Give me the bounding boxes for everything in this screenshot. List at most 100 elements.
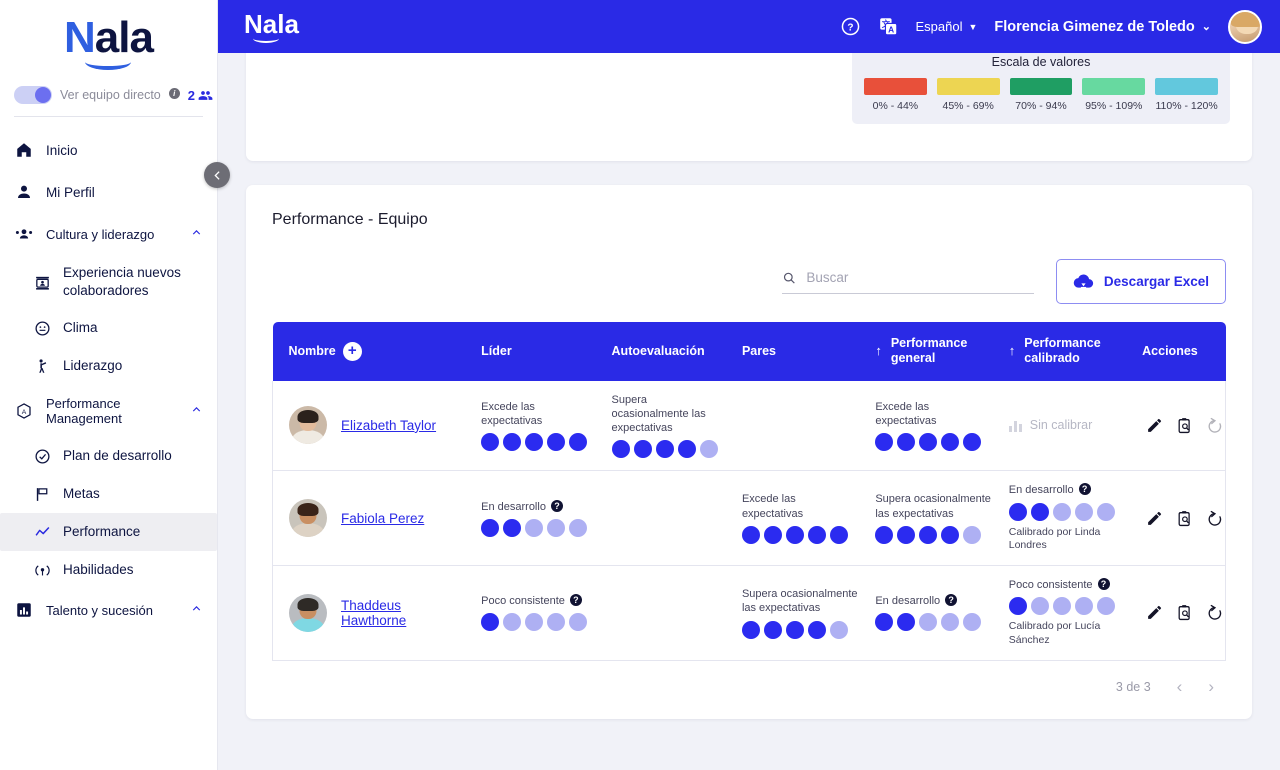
- cell-performance-general: En desarrollo ?: [867, 565, 1000, 660]
- sidebar-group-cultura-y-liderazgo[interactable]: Cultura y liderazgo: [0, 213, 217, 255]
- undo-icon[interactable]: [1206, 510, 1223, 527]
- review-clipboard-icon[interactable]: [1176, 417, 1193, 434]
- language-selector[interactable]: Español ▼: [916, 19, 978, 34]
- help-icon[interactable]: ?: [569, 594, 582, 607]
- chevron-up-icon[interactable]: [190, 226, 203, 242]
- sidebar-group-talento-y-sucesion[interactable]: Talento y sucesión: [0, 589, 217, 631]
- sort-asc-icon[interactable]: ↑: [875, 343, 882, 359]
- sidebar-group-performance-management[interactable]: A Performance Management: [0, 385, 217, 437]
- sidebar-item-plan-de-desarrollo[interactable]: Plan de desarrollo: [0, 437, 217, 475]
- chevron-down-icon: ⌄: [1201, 21, 1211, 33]
- rating-label: Supera ocasionalmente las expectativas: [741, 587, 858, 615]
- search-input[interactable]: [806, 270, 1034, 285]
- review-clipboard-icon[interactable]: [1176, 510, 1193, 527]
- chevron-up-icon[interactable]: [190, 403, 203, 419]
- column-label: Autoevaluación: [611, 343, 705, 358]
- cell-acciones: [1134, 380, 1226, 472]
- search-box: [781, 270, 1034, 294]
- rating-dots: [1008, 597, 1126, 616]
- scale-item: 70% - 94%: [1009, 78, 1073, 112]
- flag-icon: [32, 484, 52, 504]
- group-culture-icon: [14, 224, 34, 244]
- user-menu[interactable]: Florencia Gimenez de Toledo ⌄: [994, 19, 1211, 35]
- column-header-performance-general[interactable]: ↑ Performance general: [867, 322, 1001, 381]
- sidebar-item-label: Mi Perfil: [46, 184, 95, 200]
- user-name-label: Florencia Gimenez de Toledo: [994, 18, 1195, 35]
- avatar[interactable]: [1228, 9, 1262, 44]
- employee-name-link[interactable]: Fabiola Perez: [341, 510, 425, 526]
- undo-icon[interactable]: [1206, 604, 1223, 621]
- pagination-next-button[interactable]: ›: [1208, 676, 1214, 696]
- help-icon[interactable]: ?: [1097, 577, 1110, 590]
- column-header-autoevaluacion[interactable]: Autoevaluación: [603, 322, 734, 381]
- rating-label: En desarrollo: [1008, 484, 1074, 497]
- edit-icon[interactable]: [1146, 604, 1163, 621]
- pagination-prev-button[interactable]: ‹: [1176, 676, 1183, 696]
- undo-icon[interactable]: [1206, 417, 1223, 434]
- column-label: Líder: [481, 343, 512, 358]
- cell-nombre: Elizabeth Taylor: [272, 380, 474, 472]
- page-title: Performance - Equipo: [272, 211, 428, 228]
- topbar-logo[interactable]: Nala: [244, 11, 299, 43]
- column-header-pares[interactable]: Pares: [733, 322, 868, 381]
- column-label: Performance calibrado: [1024, 336, 1101, 366]
- help-circle-icon[interactable]: ?: [840, 16, 861, 37]
- avatar: [289, 406, 327, 445]
- employee-name-link[interactable]: Thaddeus Hawthorne: [341, 597, 407, 628]
- column-label: Nombre: [288, 343, 336, 358]
- direct-team-switch[interactable]: [14, 86, 52, 104]
- review-clipboard-icon[interactable]: [1176, 604, 1193, 621]
- help-icon[interactable]: ?: [1078, 483, 1091, 496]
- sidebar-item-performance[interactable]: Performance: [0, 513, 217, 552]
- calibrated-by-label: Calibrado por Lucía Sánchez: [1008, 620, 1101, 646]
- sidebar-item-label: Experiencia nuevos colaboradores: [63, 265, 181, 299]
- top-header-bar: Nala ? 文A Español ▼ Florencia Gimenez de…: [218, 0, 1280, 53]
- employee-name-link[interactable]: Elizabeth Taylor: [341, 417, 437, 433]
- svg-text:?: ?: [847, 22, 853, 33]
- sidebar-item-inicio[interactable]: Inicio: [0, 129, 217, 171]
- sidebar-group-label: Talento y sucesión: [46, 602, 153, 618]
- pagination: 3 de 3 ‹ ›: [272, 677, 1226, 697]
- scale-swatch: [936, 78, 1000, 95]
- scale-item: 0% - 44%: [864, 78, 927, 112]
- help-icon[interactable]: ?: [945, 594, 958, 607]
- direct-team-label: Ver equipo directo: [60, 88, 161, 102]
- rating-label: Supera ocasionalmente las expectativas: [611, 393, 706, 435]
- column-header-acciones: Acciones: [1134, 322, 1226, 381]
- people-icon: [198, 90, 213, 100]
- sidebar: Nala Ver equipo directo i 2 Inicio Mi Pe…: [0, 0, 218, 770]
- edit-icon[interactable]: [1146, 417, 1163, 434]
- sort-asc-icon[interactable]: ↑: [1008, 343, 1016, 359]
- sidebar-item-clima[interactable]: Clima: [0, 309, 217, 347]
- sidebar-item-label: Clima: [63, 320, 98, 336]
- calibrated-by-label: Calibrado por Linda Londres: [1008, 525, 1101, 552]
- sidebar-item-mi-perfil[interactable]: Mi Perfil: [0, 171, 217, 213]
- team-count-value: 2: [187, 87, 195, 103]
- column-header-performance-calibrado[interactable]: ↑ Performance calibrado: [1000, 322, 1135, 381]
- sidebar-group-label: Performance Management: [46, 396, 122, 427]
- sidebar-item-metas[interactable]: Metas: [0, 475, 217, 513]
- help-icon[interactable]: ?: [550, 499, 563, 512]
- edit-icon[interactable]: [1146, 510, 1163, 527]
- metrics-card: Backoffice 111% 55% 50% Escala de valore…: [246, 53, 1252, 161]
- rating-dots: [481, 433, 595, 452]
- column-header-lider[interactable]: Líder: [473, 322, 604, 381]
- sidebar-item-liderazgo[interactable]: Liderazgo: [0, 347, 217, 385]
- column-header-nombre[interactable]: Nombre +: [272, 322, 474, 381]
- sidebar-item-habilidades[interactable]: Habilidades: [0, 551, 217, 589]
- bar-chart-icon: [1008, 419, 1022, 432]
- rating-label: Poco consistente: [481, 595, 565, 608]
- table-body: Elizabeth Taylor Excede las expectativas…: [272, 380, 1226, 661]
- cell-autoevaluacion: [603, 470, 734, 566]
- download-excel-button[interactable]: Descargar Excel: [1055, 259, 1226, 304]
- sidebar-collapse-button[interactable]: [204, 162, 230, 188]
- translate-icon[interactable]: 文A: [878, 16, 899, 37]
- sidebar-item-experiencia-nuevos-colaboradores[interactable]: Experiencia nuevos colaboradores: [0, 255, 217, 309]
- scale-swatch: [864, 78, 927, 95]
- chevron-up-icon[interactable]: [190, 602, 203, 618]
- leader-icon: [32, 356, 52, 376]
- rating-label: Poco consistente: [1008, 578, 1093, 591]
- info-icon[interactable]: i: [168, 88, 180, 99]
- cell-performance-general: Supera ocasionalmente las expectativas: [867, 470, 1001, 566]
- add-column-button[interactable]: +: [342, 341, 362, 361]
